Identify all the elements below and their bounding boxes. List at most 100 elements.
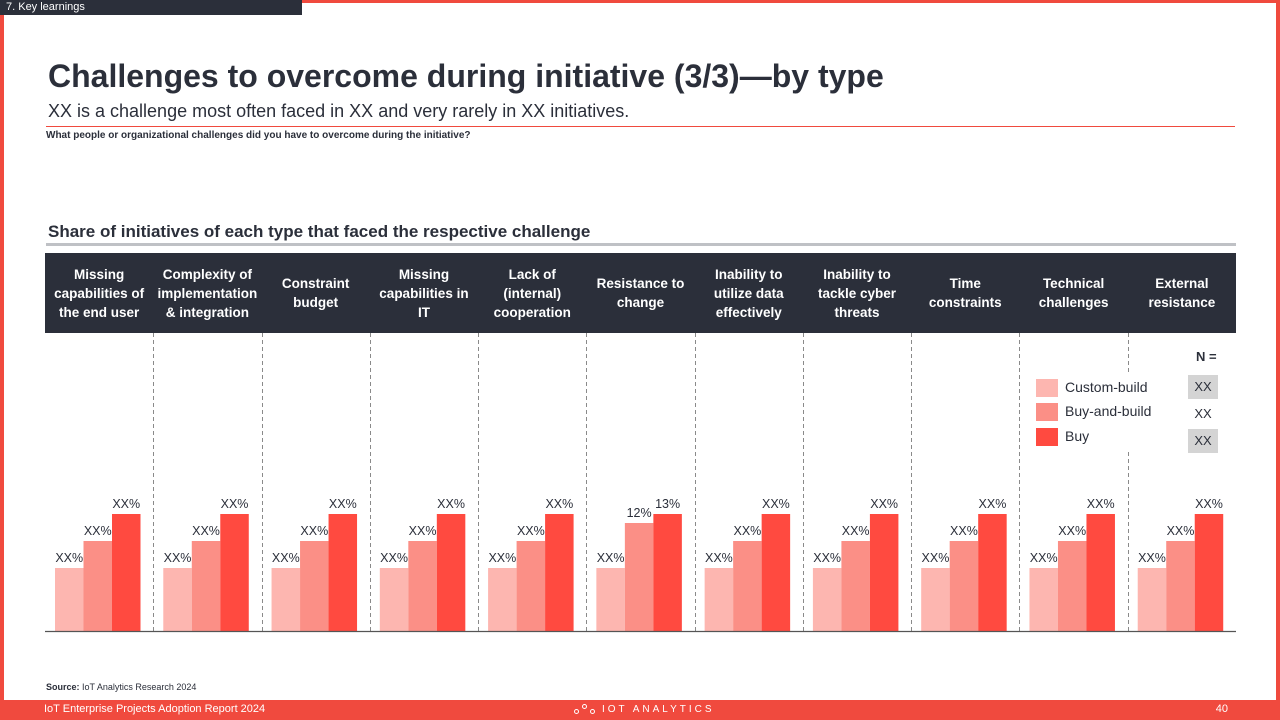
value-label-buy-and-build-missing-capabilities-in-it: XX%: [409, 524, 437, 538]
value-label-custom-build-inability-to-utilize-data-effectively: XX%: [705, 551, 733, 565]
bar-buy-and-build-resistance-to-change: [624, 523, 654, 631]
n-value-buy: XX: [1188, 429, 1218, 453]
n-value-buy-and-build: XX: [1194, 406, 1212, 421]
bar-buy-and-build-complexity-of-implementation-integration: [191, 541, 221, 631]
legend-swatch-buy-and-build: [1036, 403, 1058, 421]
bar-buy-external-resistance: [1194, 514, 1224, 631]
value-label-custom-build-time-constraints: XX%: [922, 551, 950, 565]
value-label-buy-inability-to-tackle-cyber-threats: XX%: [870, 497, 898, 511]
bar-buy-and-build-lack-of-internal-cooperation: [516, 541, 546, 631]
value-label-custom-build-complexity-of-implementation-integration: XX%: [164, 551, 192, 565]
value-label-buy-and-build-external-resistance: XX%: [1167, 524, 1195, 538]
bar-buy-missing-capabilities-in-it: [436, 514, 466, 631]
value-label-buy-inability-to-utilize-data-effectively: XX%: [762, 497, 790, 511]
value-label-custom-build-missing-capabilities-of-the-end-user: XX%: [55, 551, 83, 565]
category-label-lack-of-internal-cooperation: Lack of (internal) cooperation: [493, 266, 571, 320]
survey-question: What people or organizational challenges…: [46, 130, 471, 141]
n-value-custom-build: XX: [1188, 375, 1218, 399]
category-label-constraint-budget: Constraint budget: [281, 276, 350, 310]
value-label-buy-technical-challenges: XX%: [1087, 497, 1115, 511]
value-label-custom-build-technical-challenges: XX%: [1030, 551, 1058, 565]
value-label-buy-time-constraints: XX%: [979, 497, 1007, 511]
bar-buy-and-build-missing-capabilities-in-it: [408, 541, 437, 631]
legend-item-buy: Buy: [1036, 427, 1196, 447]
category-label-missing-capabilities-of-the-end-user: Missing capabilities of the end user: [54, 266, 145, 320]
category-label-missing-capabilities-in-it: Missing capabilities in IT: [379, 266, 469, 320]
section-tag: 7. Key learnings: [0, 0, 302, 15]
source-note: Source: IoT Analytics Research 2024: [46, 682, 196, 692]
bar-buy-resistance-to-change: [653, 514, 682, 631]
source-label: Source:: [46, 682, 80, 692]
bar-buy-lack-of-internal-cooperation: [545, 514, 574, 631]
bar-custom-build-missing-capabilities-of-the-end-user: [55, 568, 84, 631]
bar-custom-build-missing-capabilities-in-it: [379, 568, 409, 631]
category-label-external-resistance: External resistance: [1148, 276, 1216, 310]
category-header-band: [45, 253, 1236, 333]
legend-item-custom-build: Custom-build: [1036, 378, 1196, 398]
value-label-buy-external-resistance: XX%: [1195, 497, 1223, 511]
value-label-buy-resistance-to-change: 13%: [655, 497, 680, 511]
category-label-resistance-to-change: Resistance to change: [596, 276, 685, 310]
value-label-buy-and-build-technical-challenges: XX%: [1058, 524, 1086, 538]
value-label-buy-and-build-complexity-of-implementation-integration: XX%: [192, 524, 220, 538]
value-label-buy-missing-capabilities-in-it: XX%: [437, 497, 465, 511]
footer-report-title: IoT Enterprise Projects Adoption Report …: [44, 703, 266, 715]
bar-custom-build-lack-of-internal-cooperation: [488, 568, 517, 631]
frame-right: [1276, 0, 1280, 720]
bar-buy-and-build-external-resistance: [1166, 541, 1195, 631]
legend-label-buy: Buy: [1065, 428, 1090, 444]
bar-buy-complexity-of-implementation-integration: [220, 514, 249, 631]
bar-buy-inability-to-utilize-data-effectively: [761, 514, 791, 631]
n-header: N =: [1196, 349, 1217, 364]
bar-custom-build-inability-to-utilize-data-effectively: [704, 568, 734, 631]
footer-bar: IoT Enterprise Projects Adoption Report …: [0, 700, 1280, 720]
page-number: 40: [1215, 703, 1228, 715]
bar-buy-and-build-inability-to-tackle-cyber-threats: [841, 541, 870, 631]
value-label-custom-build-constraint-budget: XX%: [272, 551, 300, 565]
bar-buy-and-build-technical-challenges: [1057, 541, 1087, 631]
footer-logo: IOT ANALYTICS: [574, 703, 715, 715]
footer-logo-text: IOT ANALYTICS: [602, 703, 715, 715]
value-label-custom-build-missing-capabilities-in-it: XX%: [380, 551, 408, 565]
page-title: Challenges to overcome during initiative…: [48, 58, 884, 94]
value-label-custom-build-resistance-to-change: XX%: [597, 551, 625, 565]
value-label-buy-and-build-constraint-budget: XX%: [300, 524, 328, 538]
bar-buy-and-build-time-constraints: [949, 541, 979, 631]
value-label-custom-build-external-resistance: XX%: [1138, 551, 1166, 565]
category-label-time-constraints: Time constraints: [928, 276, 1002, 310]
bar-custom-build-resistance-to-change: [596, 568, 625, 631]
bar-buy-inability-to-tackle-cyber-threats: [869, 514, 899, 631]
frame-top: [0, 0, 1280, 3]
value-label-buy-and-build-time-constraints: XX%: [950, 524, 978, 538]
bar-buy-technical-challenges: [1086, 514, 1115, 631]
iot-analytics-logo-icon: [574, 703, 596, 715]
value-label-buy-missing-capabilities-of-the-end-user: XX%: [112, 497, 140, 511]
legend-label-custom-build: Custom-build: [1065, 379, 1148, 395]
frame-left: [0, 0, 4, 720]
title-divider: [46, 126, 1235, 127]
bar-buy-time-constraints: [978, 514, 1007, 631]
value-label-custom-build-inability-to-tackle-cyber-threats: XX%: [813, 551, 841, 565]
bar-buy-constraint-budget: [328, 514, 358, 631]
value-label-buy-lack-of-internal-cooperation: XX%: [545, 497, 573, 511]
value-label-buy-and-build-inability-to-utilize-data-effectively: XX%: [733, 524, 761, 538]
chart-title-divider: [46, 243, 1236, 246]
bar-buy-and-build-constraint-budget: [300, 541, 329, 631]
bar-custom-build-complexity-of-implementation-integration: [163, 568, 192, 631]
category-label-inability-to-tackle-cyber-threats: Inability to tackle cyber threats: [818, 266, 897, 320]
category-label-complexity-of-implementation-integration: Complexity of implementation & integrati…: [157, 266, 258, 320]
value-label-buy-complexity-of-implementation-integration: XX%: [221, 497, 249, 511]
bar-custom-build-time-constraints: [921, 568, 950, 631]
bar-custom-build-technical-challenges: [1029, 568, 1058, 631]
page-subtitle: XX is a challenge most often faced in XX…: [48, 101, 630, 121]
bar-custom-build-external-resistance: [1137, 568, 1167, 631]
legend-swatch-buy: [1036, 428, 1058, 446]
chart-title: Share of initiatives of each type that f…: [48, 222, 591, 241]
bar-custom-build-inability-to-tackle-cyber-threats: [812, 568, 842, 631]
value-label-custom-build-lack-of-internal-cooperation: XX%: [488, 551, 516, 565]
value-label-buy-and-build-inability-to-tackle-cyber-threats: XX%: [842, 524, 870, 538]
bar-custom-build-constraint-budget: [271, 568, 301, 631]
category-label-inability-to-utilize-data-effectively: Inability to utilize data effectively: [713, 266, 784, 320]
category-label-technical-challenges: Technical challenges: [1038, 276, 1109, 310]
